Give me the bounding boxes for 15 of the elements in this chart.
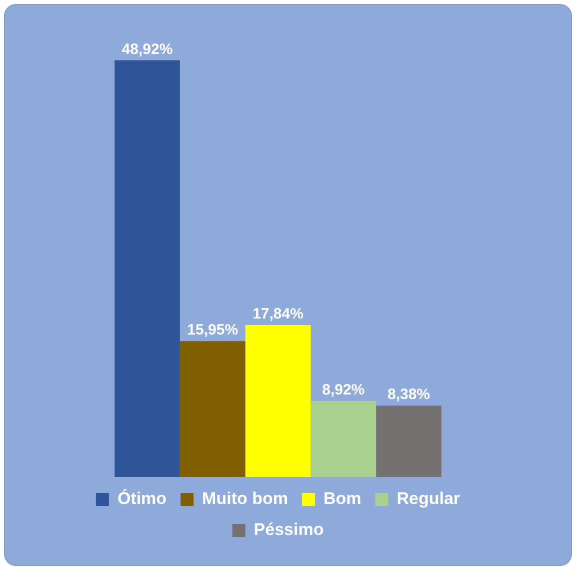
bar bbox=[310, 401, 376, 477]
legend-label: Muito bom bbox=[202, 489, 288, 508]
bar bbox=[114, 60, 180, 477]
bar bbox=[245, 325, 311, 477]
bar bbox=[180, 341, 246, 477]
data-label: 15,95% bbox=[187, 322, 238, 339]
data-label: 17,84% bbox=[252, 306, 304, 323]
legend-label: Regular bbox=[396, 489, 460, 508]
legend-label: Ótimo bbox=[117, 488, 167, 508]
data-label: 48,92% bbox=[122, 40, 173, 58]
data-label: 8,38% bbox=[387, 386, 430, 404]
bar bbox=[376, 406, 442, 477]
legend-label: Péssimo bbox=[254, 520, 324, 540]
legend-label: Bom bbox=[323, 489, 362, 508]
data-label: 8,92% bbox=[322, 382, 365, 399]
